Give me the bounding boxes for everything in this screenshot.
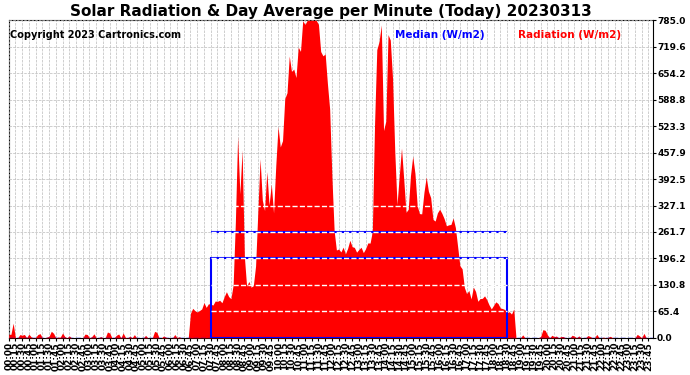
Text: Median (W/m2): Median (W/m2) xyxy=(395,30,485,40)
Title: Solar Radiation & Day Average per Minute (Today) 20230313: Solar Radiation & Day Average per Minute… xyxy=(70,4,591,19)
Text: Radiation (W/m2): Radiation (W/m2) xyxy=(518,30,621,40)
Text: Copyright 2023 Cartronics.com: Copyright 2023 Cartronics.com xyxy=(10,30,181,40)
Bar xyxy=(210,258,507,338)
